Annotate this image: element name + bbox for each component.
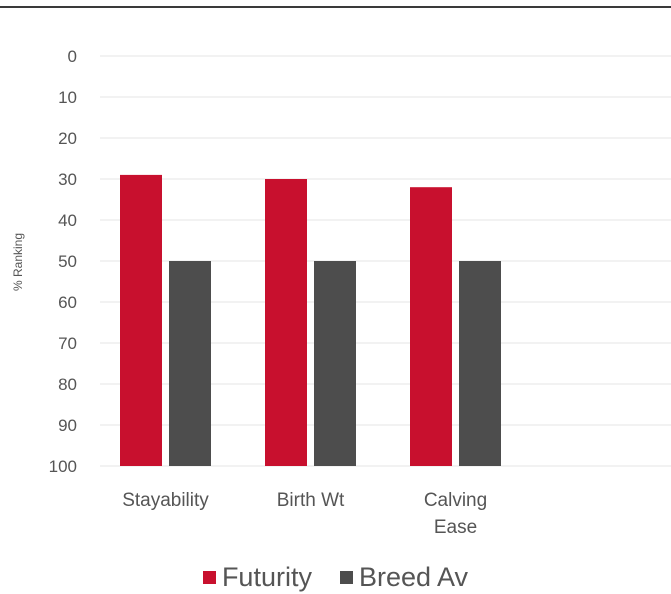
x-category-label: Ease: [434, 517, 477, 538]
bar-breed-av: [314, 261, 356, 466]
y-tick-label: 0: [68, 47, 77, 66]
y-tick-label: 50: [58, 252, 77, 271]
x-category-label: Calving: [424, 490, 487, 511]
legend-swatch: [339, 570, 353, 584]
legend: Futurity Breed Av: [0, 560, 671, 594]
bar-futurity: [120, 174, 162, 466]
bar-futurity: [410, 187, 452, 466]
x-category-label: Stayability: [122, 490, 209, 511]
y-tick-label: 20: [58, 129, 77, 148]
top-border: [0, 6, 671, 8]
y-axis-title: % Ranking: [11, 233, 25, 291]
legend-label: Futurity: [221, 561, 312, 592]
x-category-label: Birth Wt: [277, 490, 345, 511]
y-tick-label: 60: [58, 293, 77, 312]
y-tick-label: 40: [58, 211, 77, 230]
bar-chart: 0 10 20 30 40 50 60 70 80 90 100 Stayability Birth …: [11, 47, 671, 538]
legend-item: Breed Av: [339, 561, 469, 593]
y-tick-label: 90: [58, 416, 77, 435]
bar-breed-av: [459, 261, 501, 466]
y-tick-label: 30: [58, 170, 77, 189]
bar-breed-av: [169, 261, 211, 466]
x-axis-category-labels: Stayability Birth Wt Calving Ease: [122, 490, 487, 538]
y-tick-label: 100: [49, 457, 77, 476]
legend-item: Futurity: [202, 561, 312, 593]
y-tick-label: 80: [58, 375, 77, 394]
y-tick-label: 70: [58, 334, 77, 353]
y-tick-label: 10: [58, 88, 77, 107]
legend-label: Breed Av: [358, 561, 469, 592]
bar-futurity: [265, 179, 307, 466]
legend-swatch: [202, 570, 216, 584]
bars: [120, 174, 501, 466]
y-axis-ticks: 0 10 20 30 40 50 60 70 80 90 100: [49, 47, 77, 476]
